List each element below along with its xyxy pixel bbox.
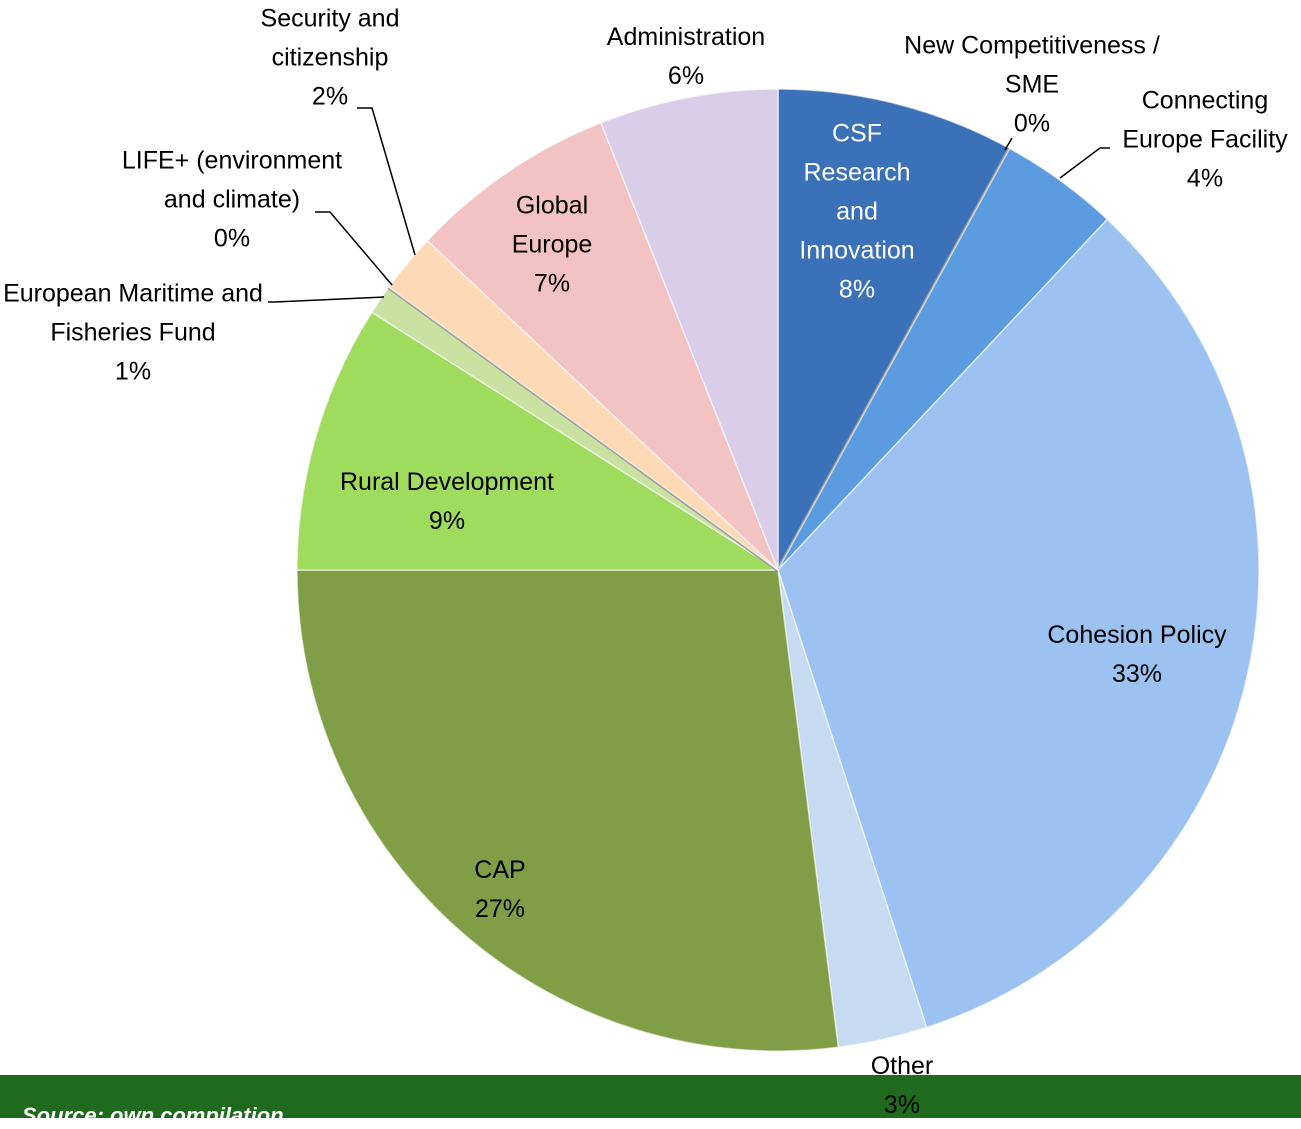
slice-label: Rural Development 9% [307,463,587,541]
slice-name: Security and citizenship [260,4,400,72]
slice-name: Other [870,1052,934,1080]
pie [296,88,1260,1052]
slice-name: New Competitiveness / SME [904,31,1160,99]
slice-value: 33% [1111,660,1163,688]
pie-slice [296,311,781,571]
slice-name: Global Europe [511,191,593,259]
slice-value: 0% [213,224,251,253]
slice-value: 6% [667,62,705,90]
slice-value: 3% [883,1091,921,1119]
slice-label: Cohesion Policy 33% [1017,616,1257,694]
slice-value: 2% [311,82,349,111]
footer-bar [0,1075,1301,1118]
source-note: Source: own compilation [22,1103,284,1128]
slice-name: Connecting Europe Facility [1122,86,1288,154]
slice-name: Cohesion Policy [1047,621,1227,649]
slice-label: CSF Research and Innovation 8% [787,115,927,310]
slice-value: 7% [533,269,571,298]
leader-line [357,107,416,256]
slice-label: New Competitiveness / SME 0% [882,27,1182,144]
slice-value: 9% [428,507,466,535]
slice-value: 8% [838,275,876,304]
slice-label: Global Europe 7% [497,187,607,304]
leader-line [268,296,385,303]
pie-slice [777,218,1260,1029]
slice-value: 4% [1186,164,1224,193]
slice-label: Administration 6% [576,18,796,96]
slice-label: CAP 27% [440,851,560,929]
slice-value: 1% [114,357,152,386]
slice-label: Connecting Europe Facility 4% [1105,82,1301,199]
slice-name: LIFE+ (environment and climate) [121,146,343,214]
slice-name: CSF Research and Innovation [799,119,915,265]
pie-slice [296,569,840,1052]
leader-line [1004,137,1013,151]
pie-slice [599,88,779,571]
leader-lines [268,107,1110,303]
slice-name: European Maritime and Fisheries Fund [3,279,263,347]
slice-name: CAP [474,856,526,884]
leader-line [315,211,393,286]
slice-value: 27% [474,895,526,923]
pie-slice [426,121,779,571]
slice-label: LIFE+ (environment and climate) 0% [107,142,357,259]
slice-name: Rural Development [340,468,554,496]
slice-label: Security and citizenship 2% [245,0,415,117]
slice-label: European Maritime and Fisheries Fund 1% [0,275,268,392]
slice-value: 0% [1013,109,1051,138]
slice-name: Administration [606,23,766,51]
leader-line [1059,147,1110,179]
slice-label: Other 3% [842,1047,962,1125]
pie-slice [777,88,1011,571]
